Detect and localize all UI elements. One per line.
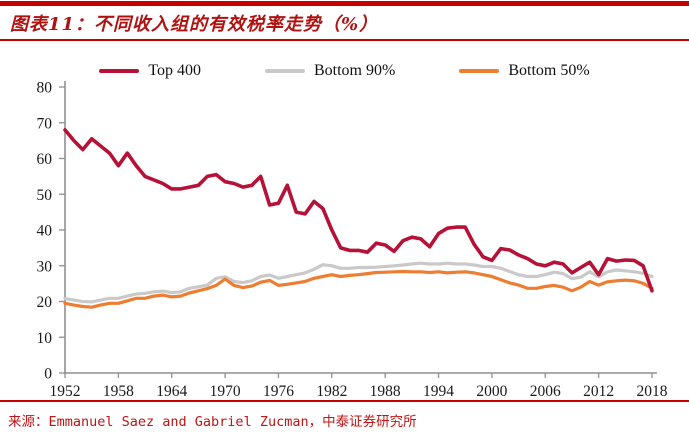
y-tick-label: 30 <box>37 258 53 275</box>
legend-line-bottom90 <box>264 69 305 73</box>
header-accent-bar <box>0 1 689 6</box>
x-tick-label: 1958 <box>103 383 134 400</box>
y-tick-label: 80 <box>37 80 53 97</box>
x-tick-label: 1952 <box>50 383 81 400</box>
x-tick-label: 2006 <box>530 383 561 400</box>
legend-line-top400 <box>99 69 140 73</box>
legend-line-bottom50 <box>459 69 500 73</box>
page-title: 图表11：不同收入组的有效税率走势（%） <box>10 14 379 35</box>
series-line-1 <box>63 261 654 304</box>
x-tick-label: 1994 <box>423 383 454 400</box>
legend-item-top400: Top 400 <box>99 62 201 80</box>
x-tick-label: 1988 <box>370 383 401 400</box>
chart-area: 0 10 20 30 40 50 60 70 80 1952 1958 1964 1970 1976 198… <box>0 55 689 401</box>
legend-label-bottom90: Bottom 90% <box>313 62 396 79</box>
series-line-0 <box>63 128 654 293</box>
y-tick-label: 0 <box>44 366 52 383</box>
x-tick-label: 1982 <box>316 383 347 400</box>
y-tick-label: 10 <box>37 330 53 347</box>
chart-legend: Top 400 Bottom 90% Bottom 50% <box>0 62 689 80</box>
y-tick-label: 50 <box>37 187 53 204</box>
x-tick-label: 2018 <box>637 383 668 400</box>
y-tick-label: 40 <box>37 223 53 240</box>
legend-label-top400: Top 400 <box>148 62 201 79</box>
x-tick-label: 1970 <box>210 383 241 400</box>
footer-divider <box>0 400 689 402</box>
legend-item-bottom90: Bottom 90% <box>264 62 396 80</box>
legend-label-bottom50: Bottom 50% <box>508 62 590 79</box>
tax-rate-line-chart: 0 10 20 30 40 50 60 70 80 1952 1958 1964 1970 1976 198… <box>37 80 668 401</box>
y-tick-label: 60 <box>37 151 53 168</box>
x-tick-label: 1964 <box>156 383 187 400</box>
title-divider <box>0 39 689 41</box>
x-tick-label: 2012 <box>583 383 614 400</box>
y-tick-label: 20 <box>37 294 53 311</box>
source-note: 来源：Emmanuel Saez and Gabriel Zucman，中泰证券… <box>8 414 417 430</box>
legend-item-bottom50: Bottom 50% <box>459 62 590 80</box>
series-line-2 <box>63 269 654 309</box>
y-tick-label: 70 <box>37 115 53 132</box>
x-tick-label: 1976 <box>263 383 294 400</box>
x-tick-label: 2000 <box>476 383 507 400</box>
